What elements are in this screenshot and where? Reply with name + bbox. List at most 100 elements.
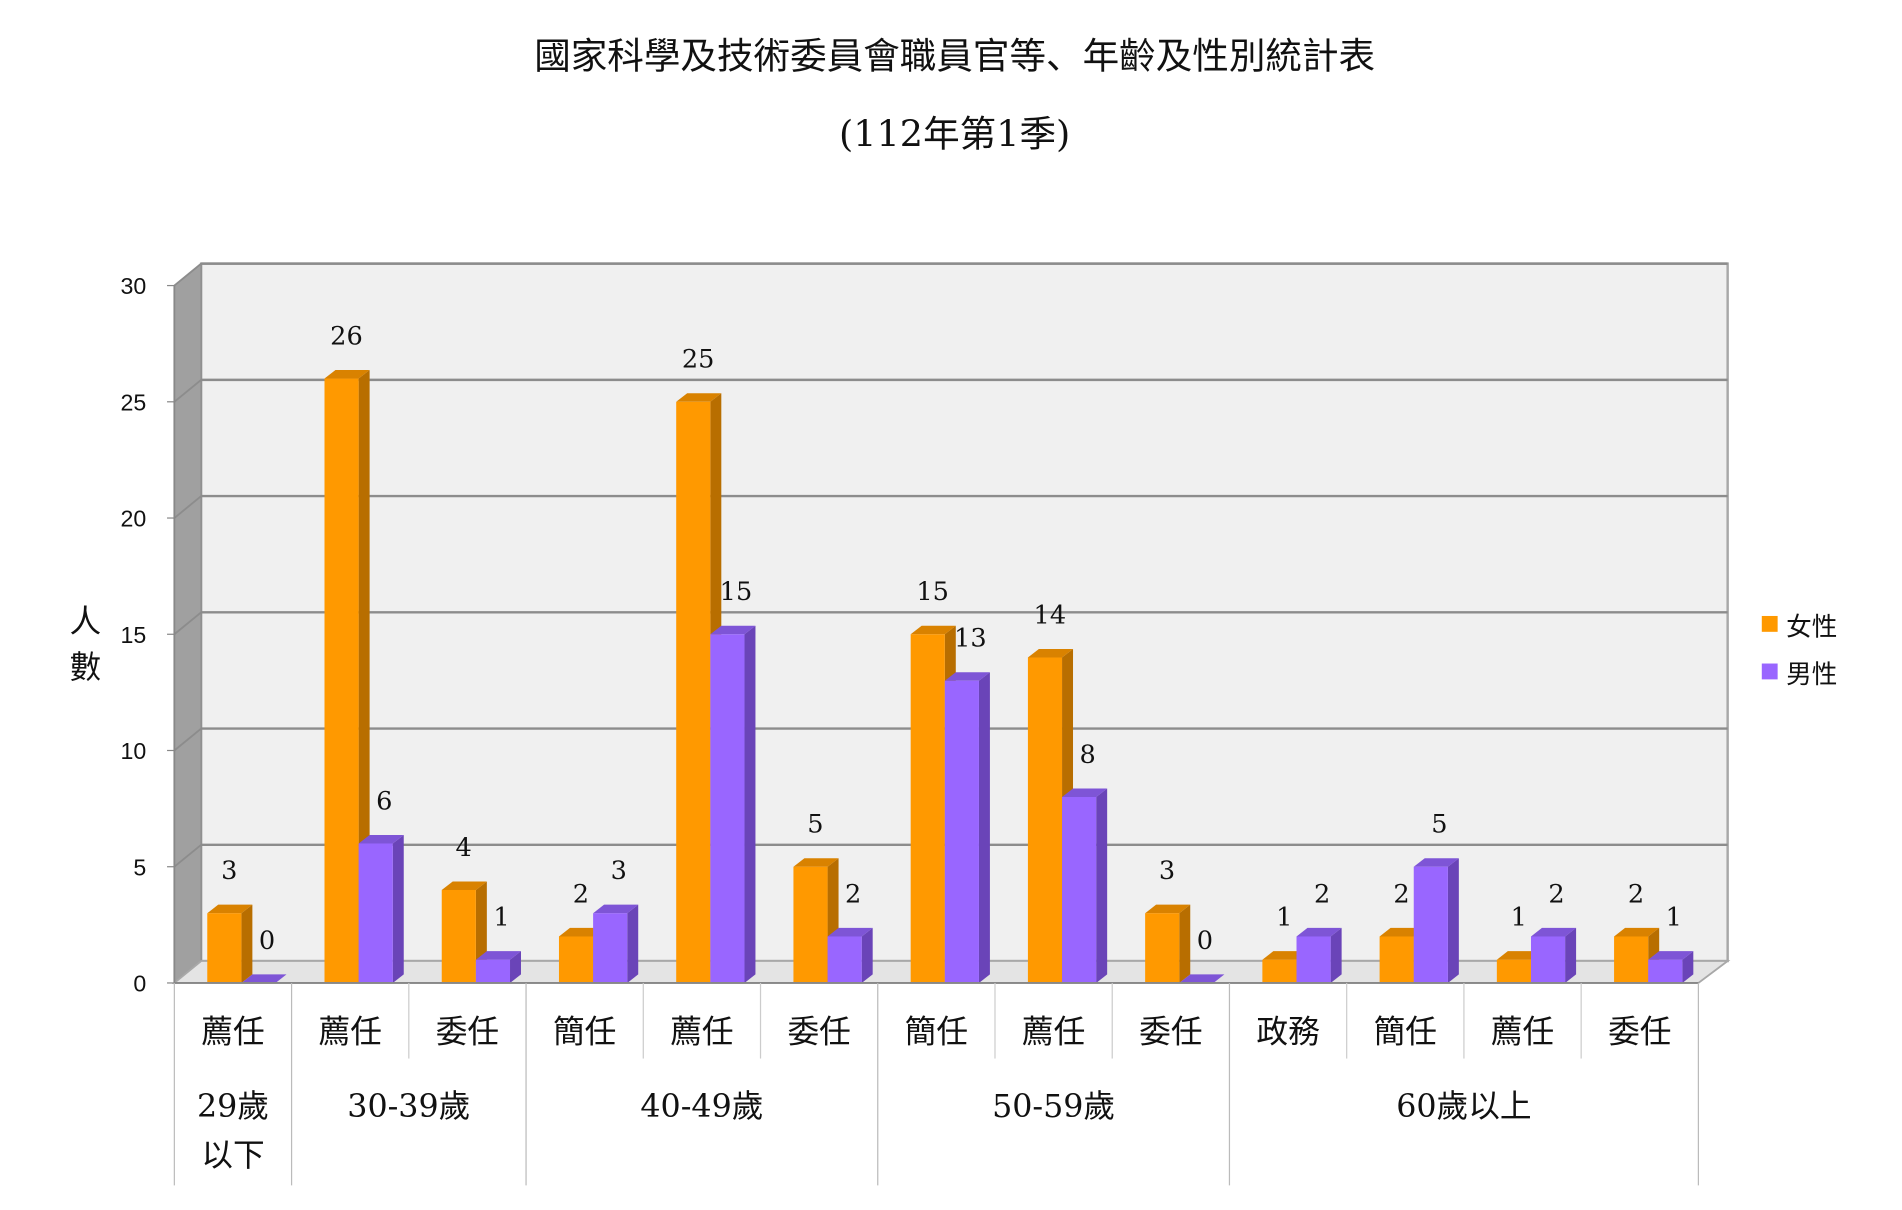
- bar-side: [358, 370, 370, 983]
- data-label: 1: [1511, 903, 1527, 933]
- data-label: 1: [1666, 903, 1682, 933]
- bar-male: [241, 974, 287, 983]
- data-label: 26: [330, 321, 363, 351]
- bar-front: [358, 843, 393, 983]
- bar-front: [1530, 936, 1566, 983]
- data-label: 2: [1314, 879, 1330, 909]
- bar-male: [475, 951, 521, 983]
- bar-top: [441, 881, 487, 890]
- bar-front: [1027, 657, 1063, 983]
- x-group-label: 29歲: [197, 1089, 269, 1125]
- bar-male: [1179, 974, 1225, 983]
- x-category-label: 薦任: [1022, 1015, 1085, 1051]
- data-label: 2: [573, 879, 589, 909]
- data-label: 1: [493, 903, 509, 933]
- chart-title: 國家科學及技術委員會職員官等、年齡及性別統計表: [534, 35, 1375, 78]
- bar-top: [324, 370, 370, 379]
- data-label: 3: [221, 856, 237, 886]
- bar-front: [710, 634, 745, 983]
- bar-top: [558, 927, 605, 937]
- bar-side: [744, 625, 756, 983]
- bar-top: [944, 672, 990, 681]
- bar-front: [207, 913, 242, 983]
- bar-side: [1682, 951, 1694, 983]
- bar-side: [1447, 858, 1459, 983]
- bar-top: [710, 625, 756, 635]
- y-axis-label-2: 數: [70, 650, 102, 686]
- y-tick-label: 10: [121, 738, 147, 764]
- data-label: 25: [682, 345, 715, 375]
- x-group-label: 40-49歲: [640, 1089, 763, 1125]
- bar-front: [910, 634, 945, 983]
- bar-male: [1413, 858, 1459, 983]
- bar-male: [1296, 927, 1342, 983]
- data-label: 15: [916, 577, 949, 607]
- data-label: 13: [954, 624, 987, 654]
- gridline-side: [173, 379, 202, 403]
- bar-side: [1330, 927, 1342, 983]
- legend-swatch: [1761, 663, 1778, 680]
- x-category-label: 薦任: [319, 1015, 382, 1051]
- bar-side: [510, 951, 521, 983]
- data-label: 14: [1034, 600, 1067, 630]
- chart-subtitle: (112年第1季): [839, 113, 1070, 156]
- data-label: 5: [807, 810, 823, 840]
- bar-male: [1648, 951, 1694, 983]
- bar-front: [1648, 959, 1683, 983]
- bar-top: [676, 393, 722, 402]
- data-label: 5: [1431, 810, 1447, 840]
- bar-top: [1496, 951, 1542, 960]
- bar-top: [1530, 927, 1577, 937]
- bar-male: [358, 834, 404, 983]
- bar-top: [475, 951, 521, 960]
- bar-front: [827, 936, 862, 983]
- y-tick-label: 15: [121, 622, 147, 648]
- data-label: 0: [1197, 926, 1213, 956]
- bar-front: [441, 889, 476, 983]
- bar-side: [1565, 927, 1577, 983]
- bar-front: [593, 913, 628, 983]
- data-label: 2: [845, 879, 861, 909]
- data-label: 2: [1393, 879, 1409, 909]
- bar-front: [324, 378, 359, 983]
- bar-top: [1379, 927, 1425, 937]
- bar-top: [1062, 788, 1108, 797]
- bar-side: [241, 904, 253, 983]
- y-axis-label-1: 人: [70, 604, 102, 640]
- bar-male: [710, 625, 756, 983]
- bar-front: [1062, 796, 1097, 983]
- bar-side: [978, 672, 990, 983]
- bar-front: [1145, 913, 1180, 983]
- bar-front: [676, 401, 711, 983]
- bar-side: [392, 834, 404, 983]
- bar-front: [793, 866, 828, 983]
- data-label: 3: [611, 856, 627, 886]
- x-category-label: 委任: [787, 1015, 850, 1051]
- data-label: 8: [1079, 740, 1095, 770]
- bar-top: [793, 858, 839, 867]
- data-label: 0: [259, 926, 275, 956]
- bar-top: [1296, 927, 1342, 937]
- bar-top: [1027, 648, 1074, 658]
- bar-front: [1496, 959, 1531, 983]
- x-group-label: 50-59歲: [992, 1089, 1115, 1125]
- bar-top: [1262, 951, 1308, 960]
- bar-top: [1179, 974, 1225, 983]
- x-category-label: 簡任: [553, 1015, 616, 1051]
- bar-female: [1145, 904, 1191, 983]
- x-category-label: 委任: [436, 1015, 499, 1051]
- x-category-label: 薦任: [670, 1015, 733, 1051]
- y-axis: 0 5 10 15 20 25 30: [121, 273, 176, 996]
- data-label: 2: [1548, 879, 1564, 909]
- bar-front: [1296, 936, 1331, 983]
- bar-top: [358, 834, 404, 844]
- gridline-side: [173, 262, 202, 287]
- gridline-side: [173, 495, 202, 519]
- x-category-label: 簡任: [1374, 1015, 1437, 1051]
- legend-label: 男性: [1786, 660, 1837, 690]
- bar-top: [1648, 951, 1694, 960]
- bar-top: [910, 625, 956, 635]
- bar-front: [1413, 866, 1448, 983]
